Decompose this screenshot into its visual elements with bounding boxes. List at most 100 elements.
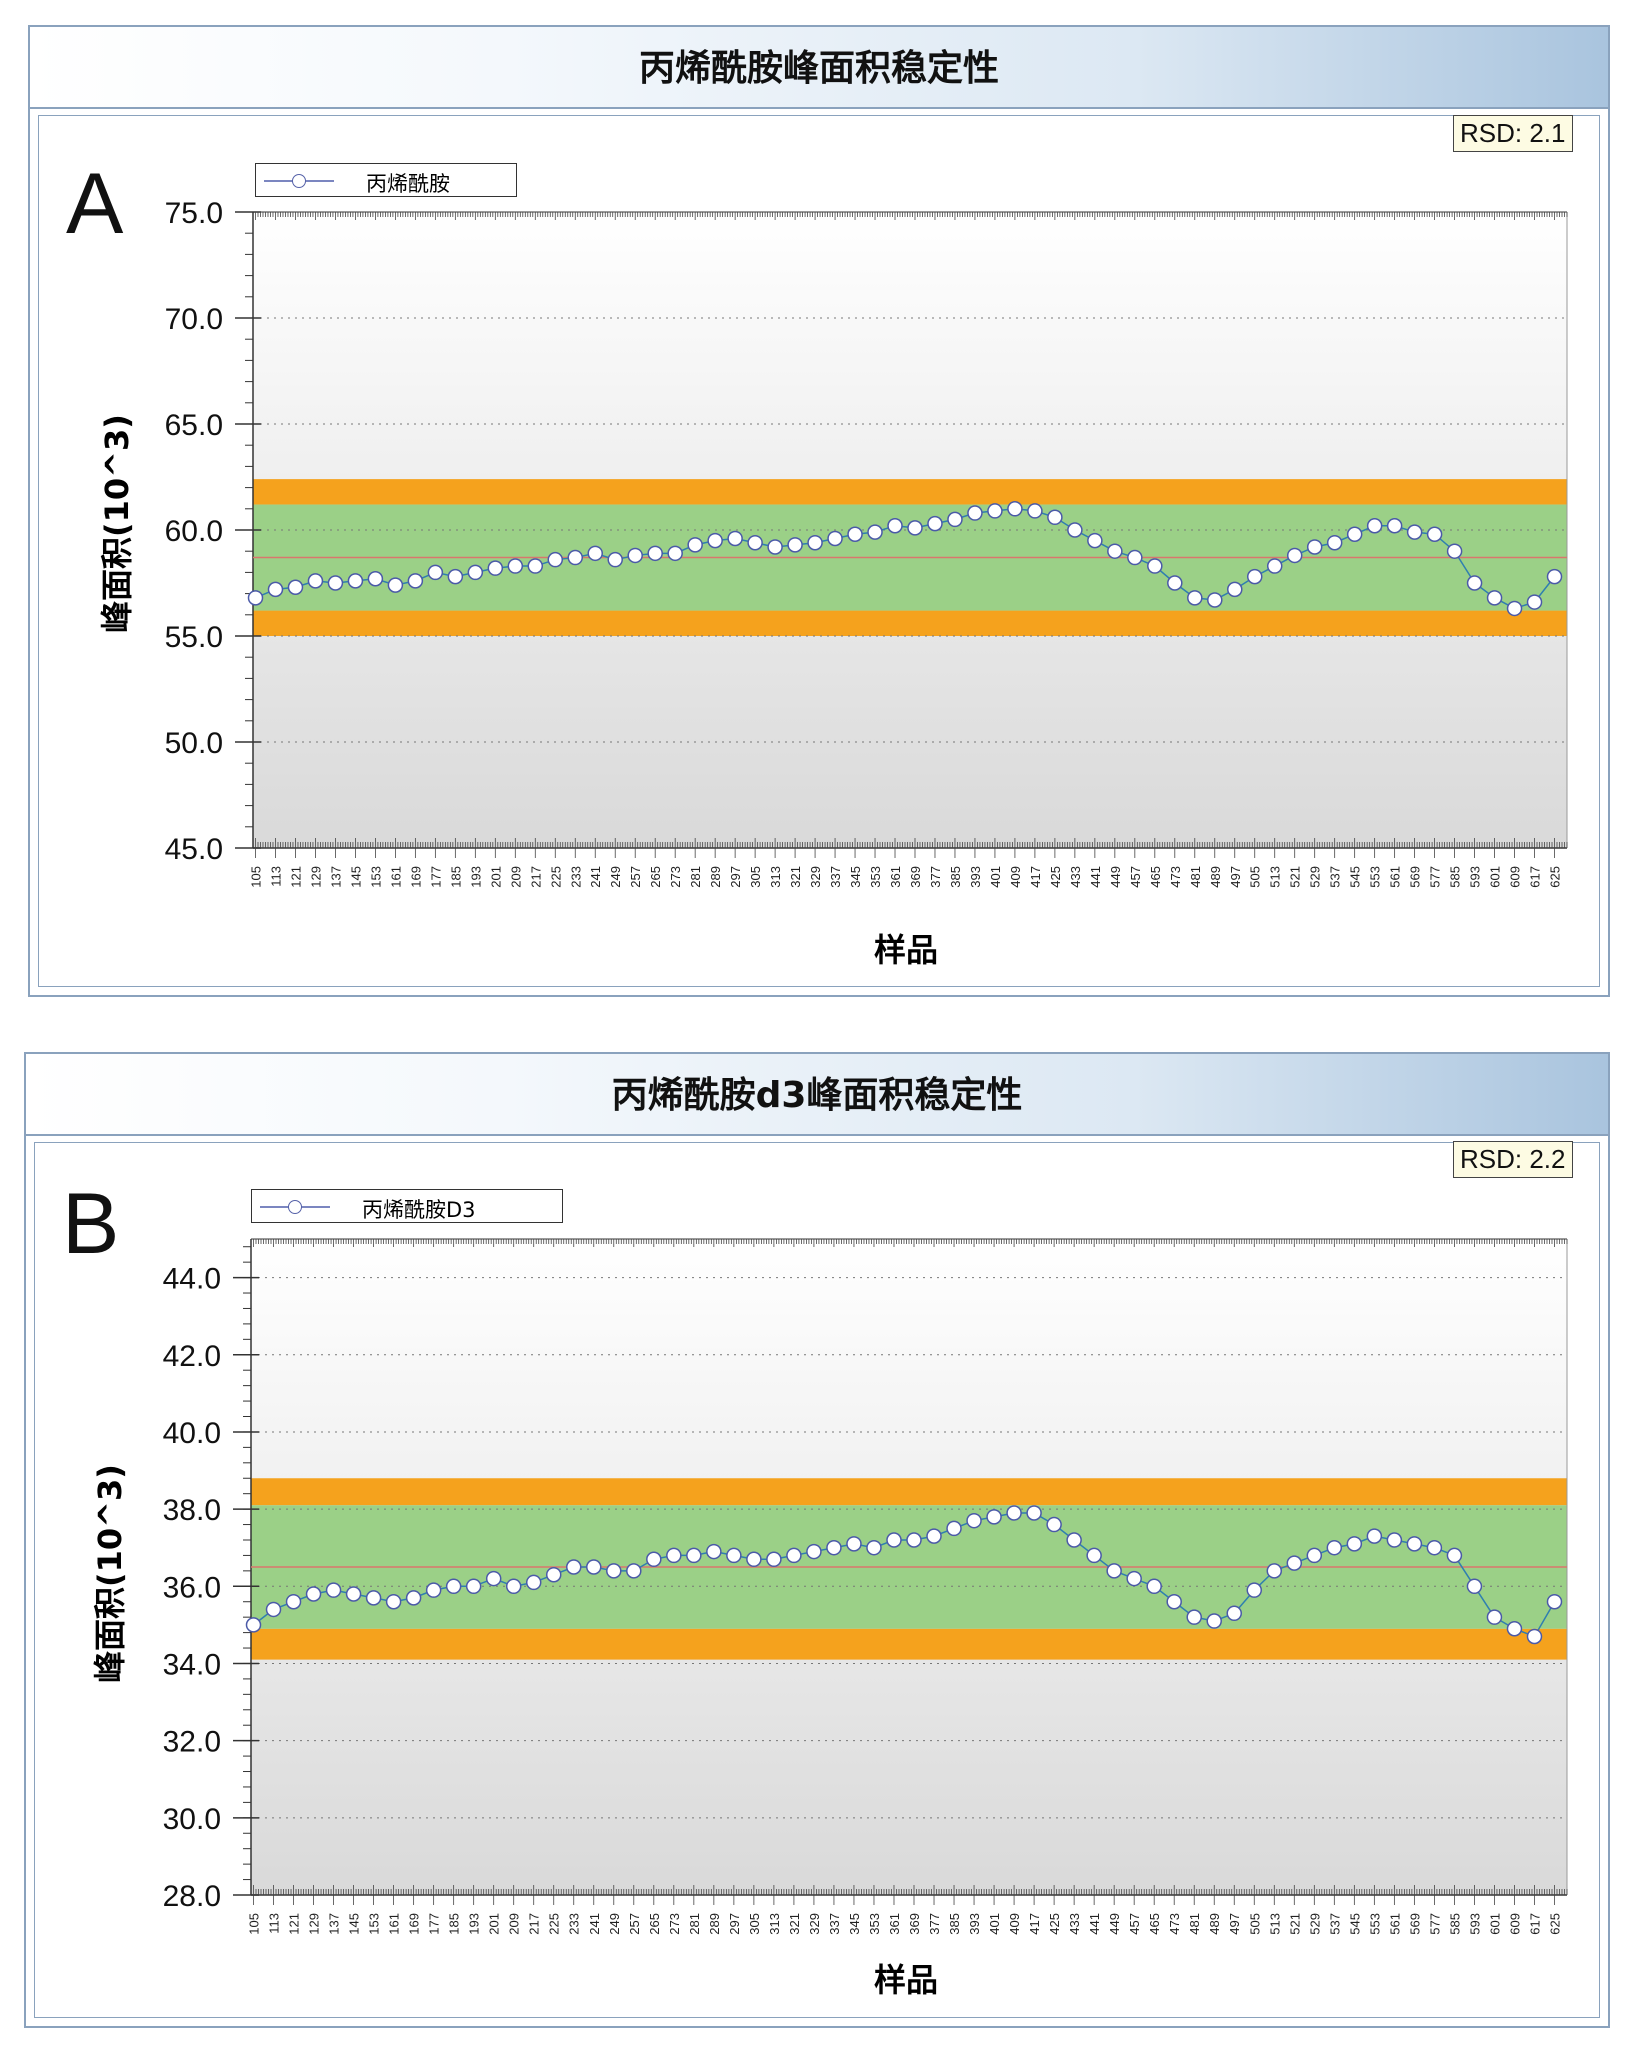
x-tick-label: 185: [448, 866, 463, 888]
data-point: [1187, 590, 1203, 606]
panel-letter-b: B: [62, 1176, 120, 1272]
x-tick-label: 321: [787, 1913, 802, 1935]
data-point: [686, 1547, 702, 1564]
x-tick-label: 337: [828, 866, 843, 888]
legend-b[interactable]: 丙烯酰胺D3: [251, 1189, 563, 1223]
data-point: [1546, 1593, 1563, 1610]
data-point: [447, 568, 464, 585]
y-tick-label: 40.0: [163, 1417, 221, 1450]
x-tick-label: 545: [1347, 1913, 1362, 1935]
x-tick-label: 113: [267, 1913, 282, 1934]
data-point: [1087, 532, 1103, 549]
x-axis-label-a: 样品: [874, 931, 939, 969]
x-tick-label: 593: [1468, 866, 1483, 888]
data-point: [545, 1566, 562, 1583]
x-tick-label: 497: [1228, 866, 1243, 888]
x-tick-label: 257: [628, 866, 643, 888]
x-tick-label: 441: [1088, 866, 1103, 888]
x-tick-label: 409: [1008, 866, 1023, 888]
data-point: [1326, 534, 1343, 551]
x-tick-label: 305: [748, 866, 763, 888]
data-point: [287, 579, 304, 595]
data-point: [385, 1593, 402, 1610]
data-point: [606, 1563, 622, 1579]
x-tick-label: 521: [1288, 866, 1303, 888]
data-point: [1107, 543, 1123, 559]
data-point: [626, 1563, 642, 1579]
x-tick-label: 193: [467, 1913, 482, 1935]
x-tick-label: 225: [547, 1913, 562, 1935]
data-point: [1406, 524, 1423, 540]
data-point: [906, 1532, 922, 1548]
data-point: [1147, 558, 1163, 574]
x-tick-label: 609: [1507, 1913, 1522, 1935]
x-tick-label: 385: [948, 866, 963, 888]
data-point: [1086, 1547, 1102, 1564]
data-point: [1286, 1555, 1303, 1571]
data-point: [1227, 581, 1243, 598]
data-point: [327, 575, 344, 591]
chart-title-b: 丙烯酰胺d3峰面积稳定性: [611, 1075, 1023, 1116]
x-tick-label: 273: [667, 1913, 682, 1935]
legend-a[interactable]: 丙烯酰胺: [255, 163, 517, 197]
y-tick-label: 75.0: [165, 197, 223, 230]
data-point: [1526, 594, 1543, 610]
data-point: [405, 1590, 422, 1606]
x-tick-label: 505: [1247, 1913, 1262, 1935]
data-point: [1506, 600, 1523, 617]
data-point: [867, 524, 883, 540]
data-point: [1246, 1582, 1263, 1598]
data-point: [307, 573, 324, 589]
data-point: [1306, 539, 1323, 555]
data-point: [826, 1539, 842, 1556]
x-tick-label: 425: [1047, 1913, 1062, 1935]
x-tick-label: 361: [887, 1913, 902, 1935]
data-point: [1506, 1620, 1523, 1637]
x-tick-label: 161: [388, 866, 403, 888]
data-point: [766, 1551, 782, 1568]
data-point: [727, 530, 743, 547]
x-tick-label: 345: [848, 866, 863, 888]
data-point: [505, 1578, 522, 1595]
legend-marker-icon: [264, 174, 334, 188]
x-tick-label: 577: [1428, 866, 1443, 888]
data-point: [786, 1547, 802, 1564]
y-tick-label: 44.0: [163, 1263, 221, 1296]
x-tick-label: 449: [1108, 866, 1123, 888]
data-point: [827, 530, 843, 547]
data-point: [1146, 1578, 1162, 1595]
x-tick-label: 449: [1107, 1913, 1122, 1935]
data-point: [1446, 1547, 1463, 1564]
x-tick-label: 569: [1408, 866, 1423, 888]
y-tick-label: 55.0: [165, 621, 223, 654]
x-tick-label: 105: [248, 866, 263, 888]
x-tick-label: 393: [967, 1913, 982, 1935]
x-tick-label: 537: [1327, 1913, 1342, 1935]
data-point: [547, 551, 564, 568]
x-tick-label: 441: [1087, 1913, 1102, 1935]
panel-b-titlebar: 丙烯酰胺d3峰面积稳定性: [26, 1054, 1608, 1136]
data-point: [567, 549, 584, 566]
data-point: [746, 1551, 762, 1568]
x-tick-label: 225: [548, 866, 563, 888]
data-point: [525, 1574, 542, 1591]
x-tick-label: 329: [808, 866, 823, 888]
data-point: [1006, 1505, 1022, 1521]
x-tick-label: 577: [1427, 1913, 1442, 1935]
data-point: [1047, 509, 1063, 526]
data-point: [1406, 1536, 1423, 1552]
x-tick-label: 601: [1488, 866, 1503, 888]
x-tick-label: 137: [327, 1913, 342, 1935]
legend-label-b: 丙烯酰胺D3: [362, 1198, 476, 1222]
y-tick-label: 36.0: [163, 1571, 221, 1604]
x-tick-label: 497: [1227, 1913, 1242, 1935]
data-point: [367, 571, 384, 587]
x-tick-label: 369: [908, 866, 923, 888]
data-point: [807, 534, 823, 551]
x-tick-label: 121: [287, 1913, 302, 1935]
x-tick-label: 545: [1348, 866, 1363, 888]
data-point: [886, 1532, 902, 1548]
data-point: [666, 1547, 682, 1564]
x-axis-label-b: 样品: [874, 1961, 939, 1999]
x-tick-label: 553: [1368, 866, 1383, 888]
